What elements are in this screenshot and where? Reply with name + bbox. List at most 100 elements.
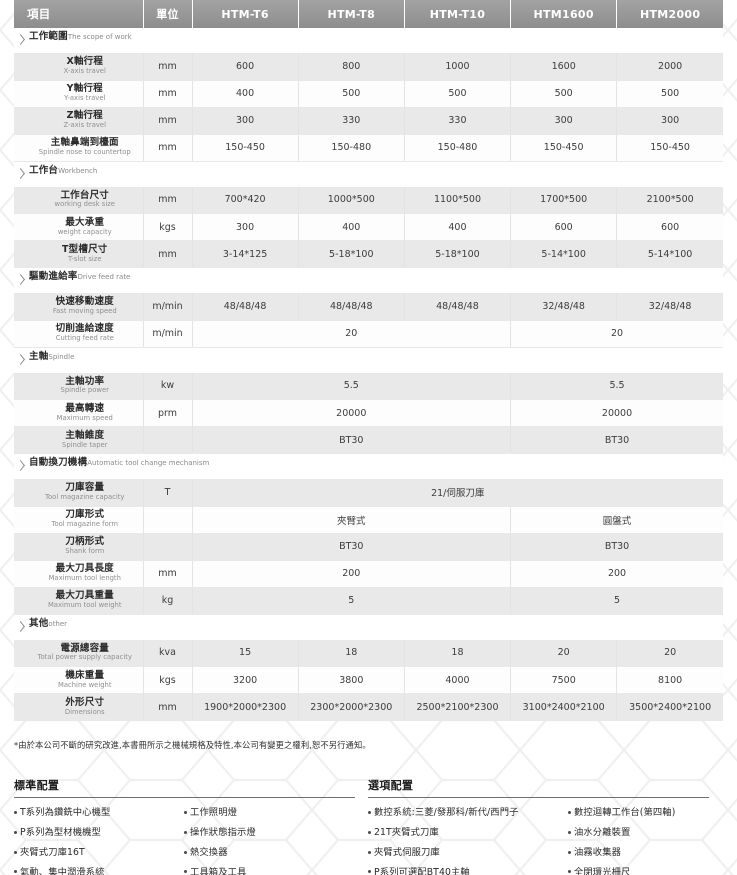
spec-value-cell: 400 — [192, 80, 299, 108]
spec-item-cell: 刀庫容量 Tool magazine capacity — [14, 479, 144, 507]
chevron-right-icon — [16, 353, 25, 370]
spec-item-cn: 工作台尺寸 — [60, 189, 109, 201]
spec-value-cell: 330 — [298, 107, 405, 135]
spec-item-en: T-slot size — [67, 254, 102, 263]
specification-table: 項目 單位 HTM-T6 HTM-T8 HTM-T10 HTM1600 HTM2… — [14, 0, 723, 721]
spec-item-en: working desk size — [54, 200, 115, 209]
standard-config-title: 標準配置 — [14, 779, 60, 792]
spec-value-cell: 1000*500 — [298, 186, 405, 214]
spec-item-cn: T型槽尺寸 — [62, 243, 108, 255]
section-title-en: Drive feed rate — [77, 273, 131, 281]
spec-item-en: Maximum tool length — [48, 574, 121, 583]
optional-config-list-right: 數控迴轉工作台(第四軸) 油水分離裝置 油霧收集器 全閉環光柵尺 — [568, 803, 722, 875]
spec-item-cn: Z軸行程 — [66, 110, 103, 122]
spec-value-cell: 1900*2000*2300 — [192, 693, 299, 721]
spec-value-cell: 3500*2400*2100 — [616, 693, 723, 721]
spec-item-cn: 機床重量 — [65, 669, 105, 681]
table-header-row: 項目 單位 HTM-T6 HTM-T8 HTM-T10 HTM1600 HTM2… — [14, 0, 723, 28]
spec-unit-cell: kgs — [143, 666, 193, 694]
spec-item-cell: 外形尺寸 Dimensions — [14, 693, 144, 721]
bullet-icon — [568, 850, 571, 854]
bullet-icon — [184, 810, 187, 814]
spec-value-cell: 20000 — [192, 399, 512, 427]
spec-value-cell: 330 — [404, 107, 512, 135]
section-title-en: Automatic tool change mechanism — [87, 459, 210, 467]
spec-unit-cell — [143, 506, 193, 534]
chevron-right-icon — [16, 273, 25, 290]
spec-value-cell: 1600 — [510, 53, 618, 81]
spec-value-cell: 3200 — [192, 666, 299, 694]
spec-value-cell: 400 — [298, 213, 405, 241]
header-model-htm-t6: HTM-T6 — [192, 0, 299, 28]
bullet-icon — [368, 870, 371, 874]
spec-value-cell: 4000 — [404, 666, 512, 694]
optional-config-item: 全閉環光柵尺 — [568, 863, 722, 875]
spec-unit-cell: prm — [143, 399, 193, 427]
spec-value-cell: 15 — [192, 639, 299, 667]
optional-config-item: 數控系統:三菱/發那科/新代/西門子 — [368, 803, 568, 823]
spec-item-cell: 主軸功率 Spindle power — [14, 372, 144, 400]
spec-unit-cell: m/min — [143, 293, 193, 321]
spec-item-cell: 切削進給速度 Cutting feed rate — [14, 320, 144, 348]
section-title-en: other — [48, 619, 68, 628]
disclaimer-text: *由於本公司不斷的研究改進,本書冊所示之機械規格及特性,本公司有變更之權利,恕不… — [14, 740, 371, 750]
spec-value-cell: 3800 — [298, 666, 405, 694]
section-title-cn: 自動換刀機構 — [29, 457, 88, 468]
spec-item-cn: 刀庫容量 — [65, 482, 105, 494]
spec-row: 切削進給速度 Cutting feed rate m/min 20 20 — [14, 320, 723, 348]
spec-item-cell: 主軸錐度 Spindle taper — [14, 426, 144, 454]
spec-value-cell: 5-18*100 — [404, 240, 512, 268]
spec-value-cell: 20 — [510, 320, 723, 348]
header-model-htm2000: HTM2000 — [616, 0, 723, 28]
spec-unit-cell: mm — [143, 134, 193, 162]
spec-item-en: X-axis travel — [63, 66, 106, 75]
standard-config-item: 操作狀態指示燈 — [184, 823, 354, 843]
spec-row: 主軸錐度 Spindle taper BT30 BT30 — [14, 426, 723, 454]
chevron-right-icon — [16, 33, 25, 50]
spec-item-en: Dimensions — [64, 707, 105, 716]
spec-item-en: Maximum tool weight — [47, 601, 122, 610]
standard-config-item: 氣動、集中潤滑系統 — [14, 863, 184, 875]
spec-value-cell: 150-480 — [404, 134, 512, 162]
spec-value-cell: 2000 — [616, 53, 723, 81]
section-divider-row: 工作台Workbench — [14, 161, 723, 187]
spec-value-cell: 150-450 — [510, 134, 618, 162]
spec-item-cell: 刀柄形式 Shank form — [14, 533, 144, 561]
section-title-cn: 工作範圍 — [29, 31, 68, 42]
spec-value-cell: 5-14*100 — [510, 240, 618, 268]
spec-unit-cell: mm — [143, 693, 193, 721]
chevron-right-icon — [16, 459, 25, 476]
spec-value-cell: 800 — [298, 53, 405, 81]
chevron-right-icon — [16, 167, 25, 184]
spec-item-cell: 最高轉速 Maximum speed — [14, 399, 144, 427]
spec-value-cell: 7500 — [510, 666, 618, 694]
spec-item-cn: 主軸功率 — [65, 375, 105, 387]
spec-value-cell: 600 — [192, 53, 299, 81]
spec-item-cell: Y軸行程 Y-axis travel — [14, 80, 144, 108]
spec-row: 刀庫形式 Tool magazine form 夾臂式 圓盤式 — [14, 506, 723, 534]
spec-value-cell: 1700*500 — [510, 186, 618, 214]
standard-configuration-block: 標準配置 T系列為鑽銑中心機型 P系列為型材機機型 夾臂式刀庫16T 氣動、集中潤滑系… — [14, 777, 368, 875]
section-title-cn: 其他 — [29, 617, 49, 629]
spec-row: 機床重量 Machine weight kgs 3200 3800 4000 7500 810… — [14, 666, 723, 694]
bullet-icon — [368, 850, 371, 854]
optional-configuration-block: 選項配置 數控系統:三菱/發那科/新代/西門子 21T夾臂式刀庫 夾臂式伺服刀庫 P系… — [368, 777, 722, 875]
spec-item-en: Cutting feed rate — [55, 334, 114, 343]
spec-value-cell: 200 — [192, 560, 512, 588]
spec-item-en: Fast moving speed — [52, 306, 117, 315]
spec-value-cell: 500 — [616, 80, 723, 108]
optional-config-item: 油霧收集器 — [568, 843, 722, 863]
spec-value-cell: 夾臂式 — [192, 506, 512, 534]
spec-item-cn: 刀庫形式 — [65, 509, 105, 521]
spec-value-cell: 500 — [510, 80, 618, 108]
spec-value-cell: 500 — [298, 80, 405, 108]
spec-item-cell: 刀庫形式 Tool magazine form — [14, 506, 144, 534]
spec-value-cell: 5 — [510, 587, 723, 615]
spec-unit-cell: mm — [143, 53, 193, 81]
header-item: 項目 — [14, 0, 144, 28]
bullet-icon — [184, 870, 187, 874]
chevron-right-icon — [16, 620, 25, 637]
spec-value-cell: 600 — [616, 213, 723, 241]
header-model-htm1600: HTM1600 — [510, 0, 618, 28]
